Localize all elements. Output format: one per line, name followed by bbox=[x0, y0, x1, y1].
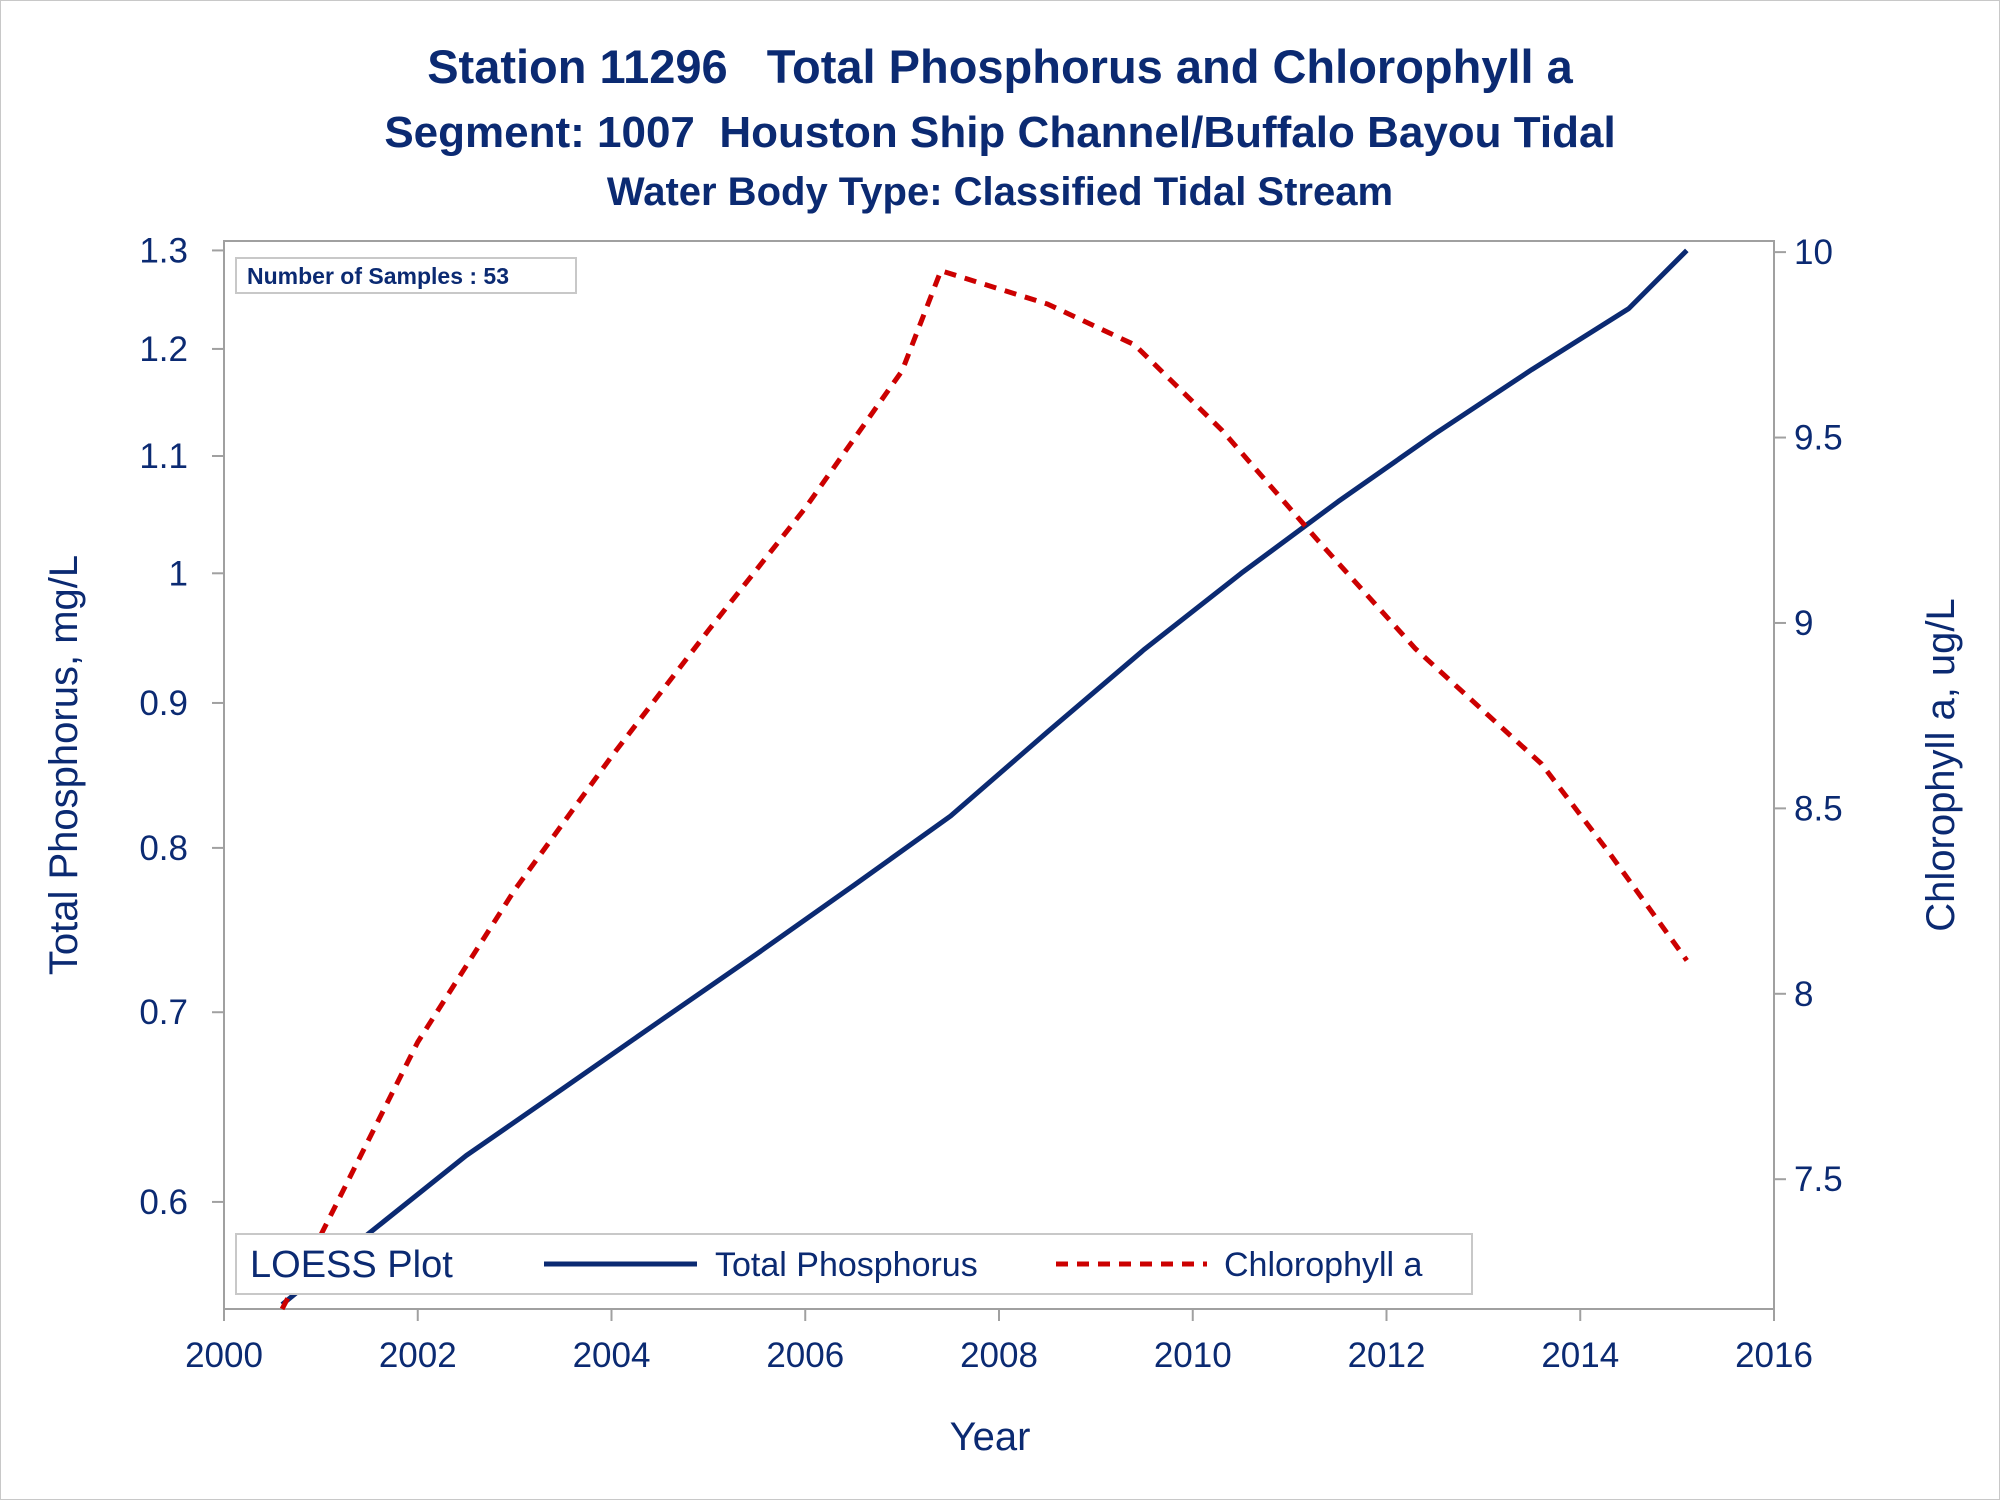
chart-title: Station 11296 Total Phosphorus and Chlor… bbox=[427, 40, 1573, 93]
y-axis-right-label: Chlorophyll a, ug/L bbox=[1919, 598, 1963, 932]
y-tick-label: 0.6 bbox=[139, 1183, 188, 1222]
y-tick-label: 1.3 bbox=[139, 231, 188, 270]
x-tick-label: 2016 bbox=[1735, 1336, 1813, 1375]
y2-tick-label: 8.5 bbox=[1794, 789, 1843, 828]
x-tick-label: 2012 bbox=[1348, 1336, 1426, 1375]
y2-tick-label: 9 bbox=[1794, 604, 1813, 643]
x-tick-label: 2006 bbox=[766, 1336, 844, 1375]
series-layer bbox=[279, 248, 1689, 1311]
chart-subtitle-segment: Segment: 1007 Houston Ship Channel/Buffa… bbox=[384, 108, 1615, 157]
x-axis: 2000 2002 2004 2006 2008 2010 2012 2014 2016 bbox=[185, 1309, 1813, 1375]
x-tick-label: 2002 bbox=[379, 1336, 457, 1375]
y2-tick-label: 9.5 bbox=[1794, 419, 1843, 458]
y-tick-label: 0.7 bbox=[139, 993, 188, 1032]
sample-count-label: Number of Samples : 53 bbox=[247, 263, 509, 289]
x-tick-label: 2014 bbox=[1541, 1336, 1619, 1375]
y-axis-left: 0.6 0.7 0.8 0.9 1 1.1 1.2 1.3 bbox=[139, 231, 224, 1222]
x-axis-label: Year bbox=[950, 1415, 1031, 1459]
x-tick-label: 2008 bbox=[960, 1336, 1038, 1375]
y-tick-label: 1.1 bbox=[139, 437, 188, 476]
y2-tick-label: 7.5 bbox=[1794, 1160, 1843, 1199]
y-tick-label: 0.8 bbox=[139, 829, 188, 868]
y-axis-left-label: Total Phosphorus, mg/L bbox=[42, 555, 86, 975]
x-tick-label: 2010 bbox=[1154, 1336, 1232, 1375]
y-tick-label: 1 bbox=[169, 554, 188, 593]
series-line-phosphorus bbox=[280, 248, 1689, 1307]
y-axis-right: 7.5 8 8.5 9 9.5 10 bbox=[1774, 233, 1843, 1199]
legend: LOESS Plot Total Phosphorus Chlorophyll … bbox=[235, 1233, 1473, 1295]
legend-frame bbox=[235, 1233, 1473, 1295]
sample-count-box: Number of Samples : 53 bbox=[235, 257, 577, 294]
y2-tick-label: 10 bbox=[1794, 233, 1833, 272]
y2-tick-label: 8 bbox=[1794, 975, 1813, 1014]
y-tick-label: 0.9 bbox=[139, 684, 188, 723]
chart-subtitle-waterbody: Water Body Type: Classified Tidal Stream bbox=[607, 170, 1393, 214]
sample-count-frame bbox=[235, 257, 577, 294]
legend-label-chlorophyll: Chlorophyll a bbox=[1224, 1246, 1423, 1284]
series-line-chlorophyll bbox=[279, 268, 1689, 1311]
x-tick-label: 2000 bbox=[185, 1336, 263, 1375]
y-tick-label: 1.2 bbox=[139, 330, 188, 369]
legend-title: LOESS Plot bbox=[250, 1244, 453, 1286]
x-tick-label: 2004 bbox=[573, 1336, 651, 1375]
legend-label-phosphorus: Total Phosphorus bbox=[715, 1246, 978, 1284]
